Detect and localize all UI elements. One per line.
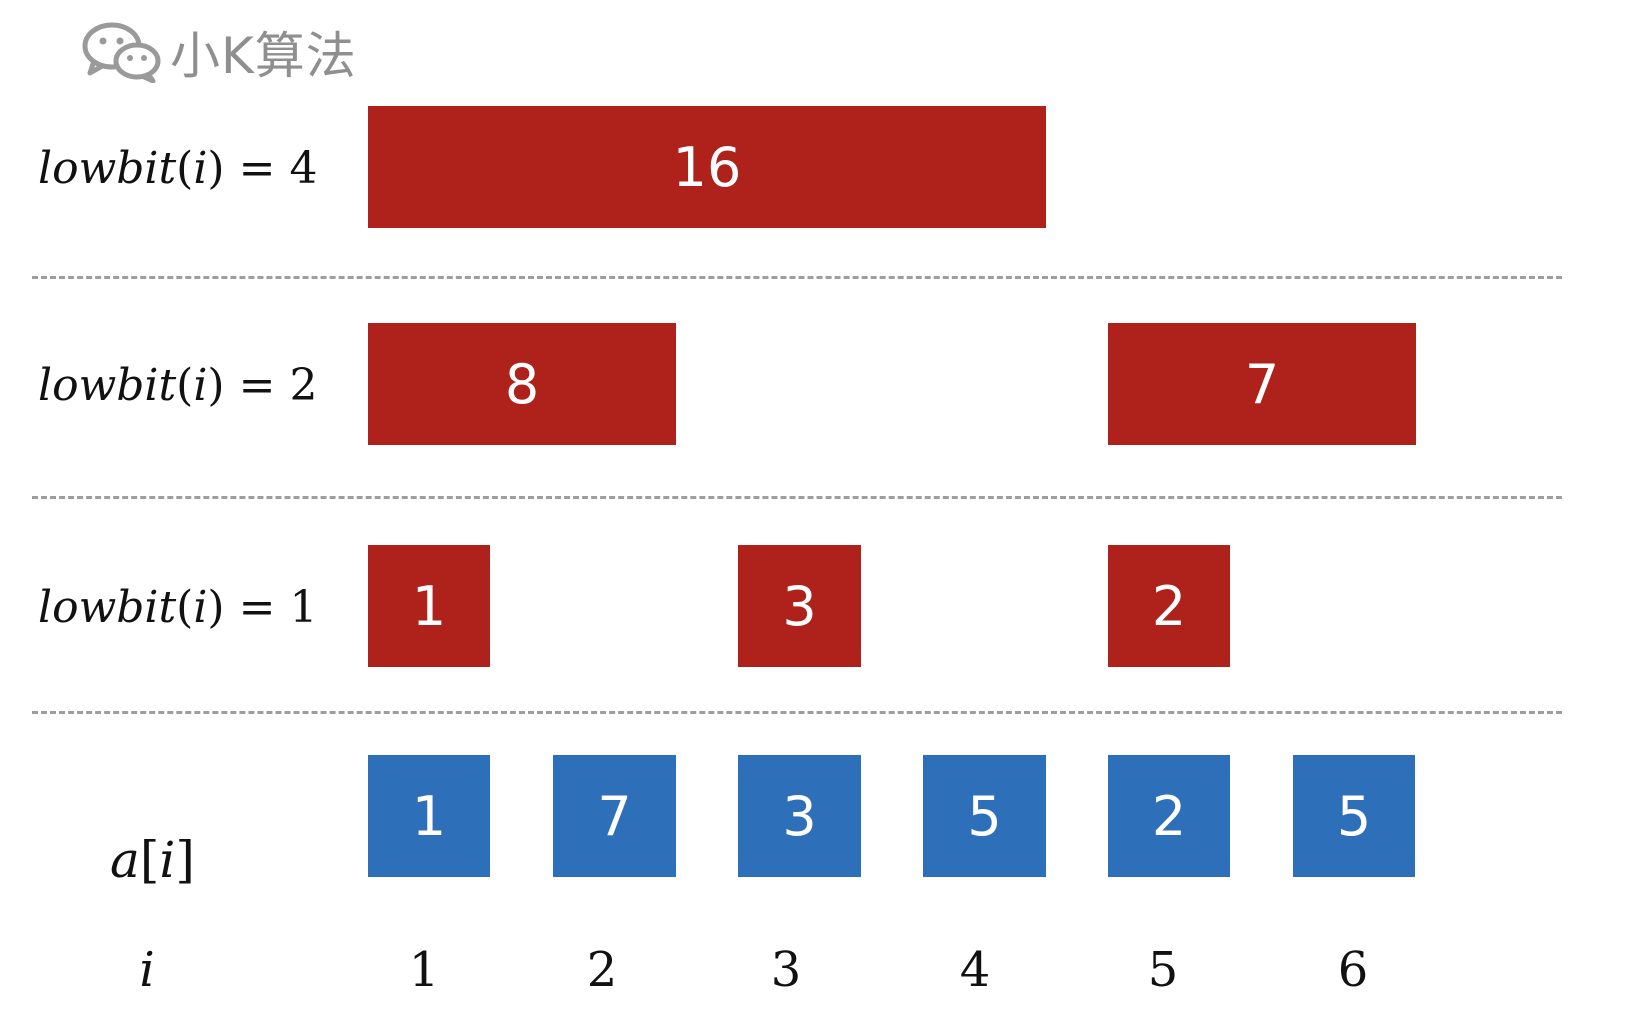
watermark-text: 小K算法 — [170, 27, 357, 85]
array-cell: 1 — [368, 755, 490, 877]
equals-sign: = — [238, 142, 276, 194]
paren-close: ) — [207, 142, 225, 194]
bracket-close: ] — [175, 831, 195, 889]
wechat-icon — [82, 21, 162, 83]
index-value: 5 — [1147, 942, 1179, 998]
lowbit-value: 4 — [289, 142, 318, 194]
lowbit-value: 1 — [289, 581, 318, 633]
equals-sign: = — [238, 359, 276, 411]
index-value: 4 — [959, 942, 991, 998]
index-value: 3 — [770, 942, 802, 998]
bracket-open: [ — [139, 831, 160, 889]
lowbit-fn: lowbit — [38, 142, 177, 194]
array-cell: 5 — [1293, 755, 1415, 877]
paren-open: ( — [176, 581, 194, 633]
array-cell: 7 — [553, 755, 676, 877]
separator-line — [32, 496, 1562, 499]
lowbit-fn: lowbit — [38, 359, 177, 411]
array-cell: 2 — [1108, 755, 1230, 877]
row-label-lowbit-2: lowbit(i) = 2 — [38, 355, 317, 415]
paren-close: ) — [207, 359, 225, 411]
var-i: i — [193, 359, 208, 411]
equals-sign: = — [238, 581, 276, 633]
array-name: a — [110, 831, 140, 889]
tree-node: 16 — [368, 106, 1046, 228]
index-value: 1 — [408, 942, 440, 998]
tree-node: 2 — [1108, 545, 1230, 667]
paren-close: ) — [207, 581, 225, 633]
paren-open: ( — [176, 359, 194, 411]
index-value: 6 — [1337, 942, 1369, 998]
watermark: 小K算法 — [82, 12, 357, 92]
paren-open: ( — [176, 142, 194, 194]
tree-node: 3 — [738, 545, 861, 667]
tree-node: 7 — [1108, 323, 1416, 445]
var-i: i — [193, 142, 208, 194]
separator-line — [32, 276, 1562, 279]
array-cell: 3 — [738, 755, 861, 877]
array-var-i: i — [159, 831, 176, 889]
array-label: a[i] — [110, 825, 195, 895]
var-i: i — [193, 581, 208, 633]
index-label: i — [139, 942, 155, 998]
tree-node: 8 — [368, 323, 676, 445]
index-value: 2 — [586, 942, 618, 998]
separator-line — [32, 711, 1562, 714]
row-label-lowbit-1: lowbit(i) = 1 — [38, 577, 317, 637]
lowbit-fn: lowbit — [38, 581, 177, 633]
tree-node: 1 — [368, 545, 490, 667]
row-label-lowbit-4: lowbit(i) = 4 — [38, 138, 317, 198]
lowbit-value: 2 — [289, 359, 318, 411]
array-cell: 5 — [923, 755, 1046, 877]
